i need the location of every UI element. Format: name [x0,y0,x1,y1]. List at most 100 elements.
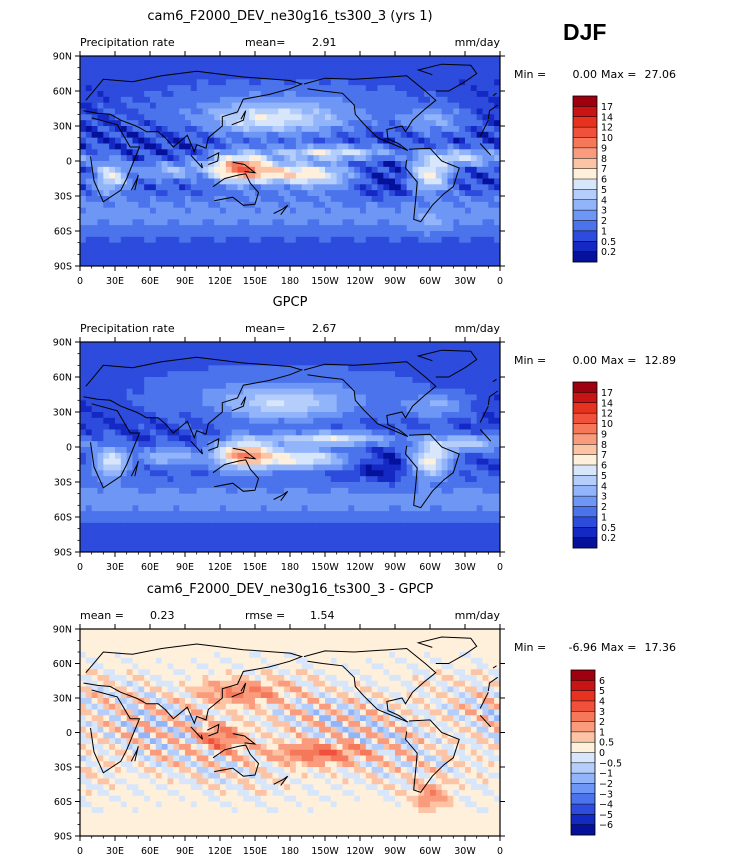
field-cell [435,388,443,395]
field-cell [179,423,186,430]
field-cell [190,400,198,407]
field-cell [202,517,209,524]
field-cell [360,172,367,179]
field-cell [459,487,466,495]
field-cell [395,447,402,454]
field-cell [336,435,343,442]
field-cell [109,394,116,401]
coastline [232,161,257,174]
field-cell [284,126,291,133]
field-cell [190,114,198,121]
field-cell [185,79,192,86]
field-cell [354,85,361,92]
field-cell [494,394,500,401]
field-cell [138,429,145,436]
field-cell [225,79,233,86]
field-cell [360,196,367,203]
field-cell [202,371,209,378]
field-cell [325,464,332,471]
field-cell [383,231,390,238]
field-cell [103,236,110,244]
field-cell [208,412,215,419]
field-cell [132,248,139,255]
field-cell [109,67,116,74]
field-cell [418,447,425,454]
field-cell [284,400,291,407]
field-cell [295,166,303,174]
field-cell [360,464,367,471]
field-cell [91,412,98,419]
field-cell [453,359,460,366]
field-cell [103,184,110,191]
field-cell [260,435,268,442]
field-cell [360,394,367,401]
field-cell [126,85,133,92]
field-cell [220,400,227,407]
field-cell [190,67,198,74]
field-cell [208,91,215,98]
field-cell [395,406,402,413]
field-cell [348,423,355,430]
field-cell [80,120,87,127]
field-cell [342,166,349,174]
field-cell [190,353,198,360]
field-cell [389,429,396,436]
field-cell [225,73,233,80]
field-cell [91,388,98,395]
field-cell [190,423,198,430]
field-cell [266,120,273,127]
field-cell [144,201,151,209]
field-cell [295,342,303,349]
field-cell [325,190,332,197]
field-cell [395,365,402,372]
field-cell [459,73,466,80]
field-cell [220,126,227,133]
field-cell [278,184,285,191]
field-cell [418,511,425,518]
field-cell [424,429,431,436]
field-cell [465,91,472,98]
field-cell [400,56,408,63]
field-cell [196,61,203,69]
field-cell [418,219,425,226]
field-cell [418,184,425,191]
field-cell [138,108,145,115]
field-cell [185,96,192,104]
field-cell [290,377,297,384]
field-cell [313,248,320,255]
field-cell [161,120,168,127]
field-cell [354,155,361,162]
field-cell [220,470,227,477]
field-cell [319,207,326,214]
field-cell [85,184,93,191]
field-cell [395,464,402,471]
field-cell [243,143,250,150]
field-cell [97,505,104,512]
field-cell [284,342,291,349]
field-cell [243,412,250,419]
field-cell [155,79,163,86]
field-cell [336,161,343,168]
field-cell [482,254,489,261]
field-cell [103,126,110,133]
field-cell [272,114,279,121]
field-cell [371,166,378,174]
field-cell [132,435,139,442]
coastline [479,119,489,137]
field-cell [150,231,157,238]
field-cell [214,172,221,179]
field-cell [470,114,478,121]
field-cell [290,371,297,378]
field-cell [435,190,443,197]
coastline [404,147,460,223]
field-cell [214,248,221,255]
field-cell [249,412,256,419]
field-cell [161,429,168,436]
field-cell [231,79,238,86]
field-cell [336,470,343,477]
field-cell [103,172,110,179]
field-cell [138,242,145,249]
field-cell [225,493,233,500]
field-cell [150,412,157,419]
field-cell [255,359,262,366]
